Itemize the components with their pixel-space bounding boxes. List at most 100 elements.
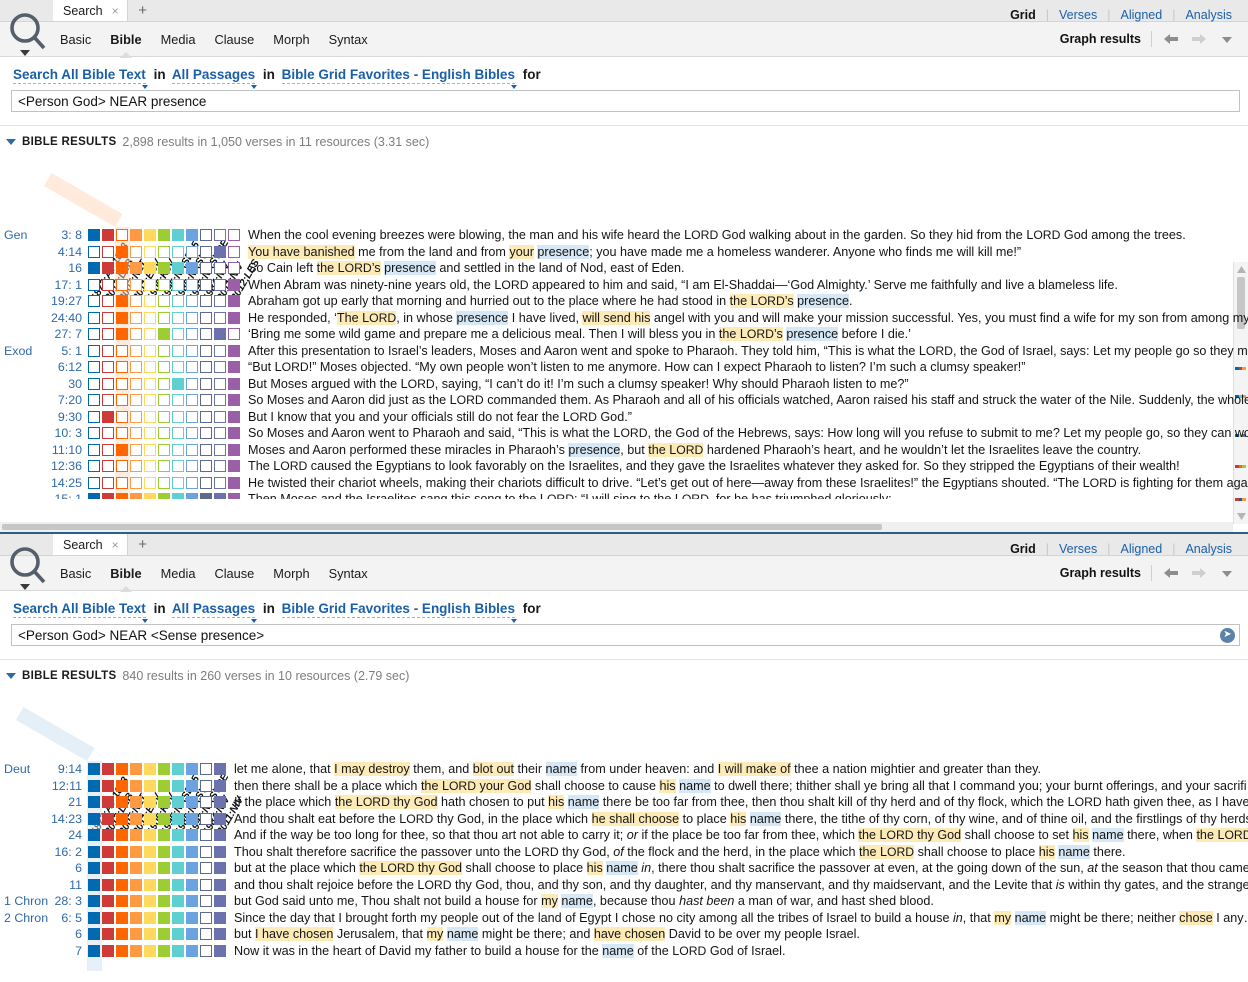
back-arrow-icon[interactable]: [1162, 31, 1180, 47]
hit-cell-8[interactable]: [200, 911, 212, 924]
hit-cell-1[interactable]: [102, 394, 114, 407]
hit-cell-2[interactable]: [116, 361, 128, 374]
table-row[interactable]: 16 So Cain left the LORD’s presence and s…: [0, 260, 1248, 277]
table-row[interactable]: 24 And if the way be too long for thee, s…: [0, 827, 1248, 844]
view-link-verses[interactable]: Verses: [1059, 542, 1098, 556]
hit-cell-1[interactable]: [102, 796, 114, 809]
menu-item-clause[interactable]: Clause: [214, 565, 255, 581]
menu-item-basic[interactable]: Basic: [60, 565, 92, 581]
hit-cell-9[interactable]: [214, 829, 226, 842]
hit-cell-10[interactable]: [228, 295, 240, 308]
hit-cell-8[interactable]: [200, 295, 212, 308]
hit-cell-9[interactable]: [214, 410, 226, 423]
hit-cell-2[interactable]: [116, 944, 128, 957]
hit-cell-9[interactable]: [214, 361, 226, 374]
hit-cell-9[interactable]: [214, 911, 226, 924]
hit-cell-4[interactable]: [144, 944, 156, 957]
hit-cell-9[interactable]: [214, 262, 226, 275]
hit-cell-6[interactable]: [172, 443, 184, 456]
hit-cell-2[interactable]: [116, 862, 128, 875]
hit-cell-3[interactable]: [130, 394, 142, 407]
hit-cell-0[interactable]: [88, 812, 100, 825]
hit-cell-1[interactable]: [102, 862, 114, 875]
hit-cell-3[interactable]: [130, 361, 142, 374]
hit-cell-3[interactable]: [130, 928, 142, 941]
table-row[interactable]: 7:20 So Moses and Aaron did just as the L…: [0, 392, 1248, 409]
tab-search[interactable]: Search ×: [53, 0, 128, 21]
hit-cell-0[interactable]: [88, 845, 100, 858]
hit-cell-0[interactable]: [88, 878, 100, 891]
hit-cell-7[interactable]: [186, 779, 198, 792]
hit-cell-5[interactable]: [158, 878, 170, 891]
verse-text[interactable]: And thou shalt eat before the LORD thy G…: [234, 811, 1248, 826]
hit-cell-7[interactable]: [186, 460, 198, 473]
view-link-analysis[interactable]: Analysis: [1185, 542, 1232, 556]
back-arrow-icon[interactable]: [1162, 565, 1180, 581]
verse-reference[interactable]: 12:11: [51, 778, 82, 793]
hit-cell-5[interactable]: [158, 295, 170, 308]
hit-cell-7[interactable]: [186, 361, 198, 374]
hit-cell-0[interactable]: [88, 763, 100, 776]
hit-cell-7[interactable]: [186, 928, 198, 941]
hit-cell-2[interactable]: [116, 493, 128, 499]
hit-cell-10[interactable]: [228, 394, 240, 407]
hit-cell-8[interactable]: [200, 460, 212, 473]
hit-cell-0[interactable]: [88, 829, 100, 842]
verse-reference[interactable]: 6:12: [57, 360, 82, 375]
scroll-up-arrow-icon[interactable]: [1234, 262, 1248, 277]
search-box-2[interactable]: ➤: [11, 624, 1240, 646]
hit-cell-8[interactable]: [200, 796, 212, 809]
hit-cell-0[interactable]: [88, 262, 100, 275]
menu-item-clause[interactable]: Clause: [214, 31, 255, 47]
search-box-1[interactable]: [11, 90, 1240, 112]
verse-reference[interactable]: 14:25: [50, 475, 82, 490]
verse-reference[interactable]: 15: 1: [44, 492, 88, 499]
hit-cell-1[interactable]: [102, 763, 114, 776]
close-icon[interactable]: ×: [111, 3, 119, 18]
hit-cell-9[interactable]: [214, 944, 226, 957]
hit-cell-7[interactable]: [186, 377, 198, 390]
verse-reference[interactable]: 24: [68, 828, 82, 843]
hit-cell-9[interactable]: [214, 763, 226, 776]
hit-cell-6[interactable]: [172, 493, 184, 499]
hit-cell-6[interactable]: [172, 944, 184, 957]
verse-reference[interactable]: 17: 1: [54, 277, 82, 292]
chevron-down-icon[interactable]: [1218, 565, 1236, 581]
hit-cell-5[interactable]: [158, 862, 170, 875]
hit-cell-8[interactable]: [200, 328, 212, 341]
hit-cell-0[interactable]: [88, 443, 100, 456]
hit-cell-5[interactable]: [158, 262, 170, 275]
hit-cell-7[interactable]: [186, 862, 198, 875]
hit-cell-9[interactable]: [214, 812, 226, 825]
verse-text[interactable]: And if the way be too long for thee, so …: [234, 828, 1248, 843]
hit-cell-8[interactable]: [200, 229, 212, 242]
hit-cell-5[interactable]: [158, 394, 170, 407]
hit-cell-0[interactable]: [88, 460, 100, 473]
hit-cell-8[interactable]: [200, 443, 212, 456]
hit-cell-2[interactable]: [116, 245, 128, 258]
forward-arrow-icon[interactable]: [1190, 565, 1208, 581]
hit-cell-1[interactable]: [102, 829, 114, 842]
hit-cell-2[interactable]: [116, 928, 128, 941]
hit-cell-0[interactable]: [88, 944, 100, 957]
hit-cell-2[interactable]: [116, 460, 128, 473]
verse-reference[interactable]: 3: 8: [61, 228, 82, 243]
hit-cell-1[interactable]: [102, 460, 114, 473]
hit-cell-7[interactable]: [186, 229, 198, 242]
hit-cell-1[interactable]: [102, 911, 114, 924]
hit-cell-0[interactable]: [88, 427, 100, 440]
hit-cell-1[interactable]: [102, 944, 114, 957]
verse-reference[interactable]: 5: 1: [61, 343, 82, 358]
hit-cell-6[interactable]: [172, 476, 184, 489]
hit-cell-5[interactable]: [158, 493, 170, 499]
menu-item-basic[interactable]: Basic: [60, 31, 92, 47]
hit-cell-3[interactable]: [130, 295, 142, 308]
hit-cell-7[interactable]: [186, 763, 198, 776]
hit-cell-3[interactable]: [130, 311, 142, 324]
hit-cell-0[interactable]: [88, 796, 100, 809]
view-link-verses[interactable]: Verses: [1059, 8, 1098, 22]
hit-cell-4[interactable]: [144, 427, 156, 440]
hit-cell-8[interactable]: [200, 311, 212, 324]
table-row[interactable]: 11:10 Moses and Aaron performed these mir…: [0, 442, 1248, 459]
